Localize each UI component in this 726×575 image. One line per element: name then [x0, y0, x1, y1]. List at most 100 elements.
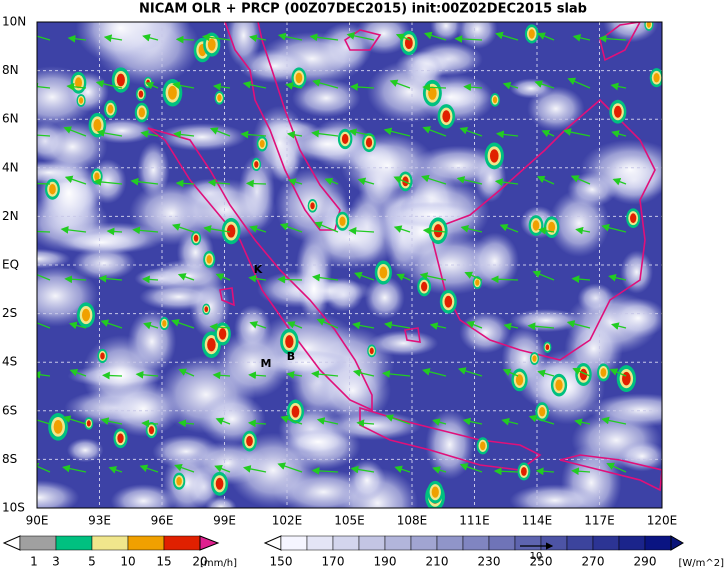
lon-labels: 90E 93E 96E 99E 102E 105E 108E 111E 114E 117E 120E: [26, 514, 678, 528]
precip-cell: [215, 477, 224, 490]
wind-vector: [69, 368, 87, 377]
lat-labels: 10N 8N 6N 4N 2N EQ 2S 4S 6S 8S 10S: [2, 15, 26, 515]
colorbar-label: 1: [30, 555, 38, 569]
cloud: [548, 189, 610, 258]
wind-vector: [348, 226, 375, 235]
wind-vector: [245, 179, 267, 188]
lat-label: 8S: [2, 452, 17, 466]
wind-vector: [108, 466, 123, 474]
wind-vector: [352, 369, 375, 377]
wind-vector: [534, 80, 555, 89]
colorbar-box: [19, 535, 57, 551]
wind-vector: [432, 418, 447, 426]
cloud: [37, 120, 108, 173]
colorbar-unit: [mm/h]: [200, 558, 237, 569]
colorbar-box: [618, 535, 646, 551]
precip-cell: [107, 104, 114, 114]
wind-vector: [311, 370, 339, 379]
wind-vector: [242, 80, 267, 89]
wind-vector: [141, 419, 159, 428]
precip-cell: [532, 220, 540, 231]
colorbar-box: [55, 535, 93, 551]
cloud: [162, 451, 212, 508]
wind-vector: [279, 223, 303, 233]
wind-vector: [101, 371, 123, 380]
cloud: [110, 484, 177, 508]
precip-cell: [218, 328, 227, 340]
cloud: [470, 232, 519, 290]
wind-vector: [575, 226, 591, 235]
wind-vector: [277, 275, 303, 284]
colorbar-box: [514, 535, 542, 551]
wind-vector: [60, 226, 87, 234]
wind-vector: [572, 33, 591, 42]
wind-vector: [135, 370, 159, 379]
wind-vector: [495, 31, 519, 41]
lon-label: 99E: [213, 514, 236, 528]
precip-cell: [117, 433, 124, 444]
precip-cell: [421, 281, 428, 292]
precip-cell: [116, 73, 125, 87]
cloud: [340, 133, 436, 199]
cloud: [620, 250, 654, 294]
precip-cell: [515, 374, 524, 386]
colorbar-label: 20: [192, 555, 207, 569]
precip-cell: [614, 105, 622, 118]
wind-vector: [209, 127, 231, 137]
precip-cell: [207, 38, 216, 51]
precip-cell: [431, 486, 439, 498]
precip-cell: [428, 86, 437, 100]
wind-vector: [63, 126, 87, 137]
precip-cell: [285, 335, 294, 349]
wind-vector: [37, 463, 51, 473]
wind-vector: [286, 370, 303, 379]
precip-cell: [86, 420, 91, 427]
colorbar-label: 290: [634, 555, 657, 569]
colorbar-end: [670, 535, 684, 551]
precip-cell: [545, 344, 550, 351]
colorbar-box: [566, 535, 594, 551]
cloud: [174, 179, 277, 241]
wind-vector: [527, 322, 555, 331]
wind-vector: [463, 83, 483, 92]
wind-vector: [601, 416, 627, 425]
precip-cell: [548, 221, 556, 233]
precip-cell: [600, 367, 607, 377]
wind-vector: [249, 34, 267, 43]
wind-vector: [174, 463, 195, 473]
wind-vector: [175, 35, 195, 44]
wind-vector: [96, 129, 123, 137]
lat-label: 2N: [2, 209, 19, 223]
precip-cell: [653, 72, 660, 83]
cloud: [157, 123, 247, 151]
wind-vector: [142, 33, 159, 42]
wind-vector: [464, 271, 483, 281]
wind-vector: [501, 417, 519, 426]
precip-cell: [310, 202, 315, 210]
vector-ref-label: 10: [530, 551, 543, 562]
wind-vector: [541, 129, 555, 138]
lat-label: 6N: [2, 112, 19, 126]
precip-cell: [259, 139, 265, 148]
lon-label: 102E: [272, 514, 303, 528]
wind-vector: [106, 227, 123, 236]
lon-label: 120E: [647, 514, 678, 528]
precip-cell: [404, 36, 413, 50]
wind-vector: [353, 271, 375, 281]
cloud: [457, 22, 498, 49]
wind-vector: [143, 321, 159, 330]
wind-vector: [62, 464, 87, 473]
lat-label: 4S: [2, 355, 17, 369]
precip-cell: [630, 213, 637, 224]
wind-vector: [132, 226, 159, 235]
wind-vector: [64, 175, 87, 185]
precip-cell: [176, 476, 182, 486]
precip-cell: [291, 405, 300, 418]
colorbar-label: 5: [88, 555, 96, 569]
precip-cell: [369, 347, 374, 355]
precip-cell: [168, 85, 177, 100]
colorbar-label: 170: [322, 555, 345, 569]
wind-vector: [393, 225, 411, 233]
wind-vector: [608, 273, 627, 282]
wind-vector: [610, 322, 627, 330]
